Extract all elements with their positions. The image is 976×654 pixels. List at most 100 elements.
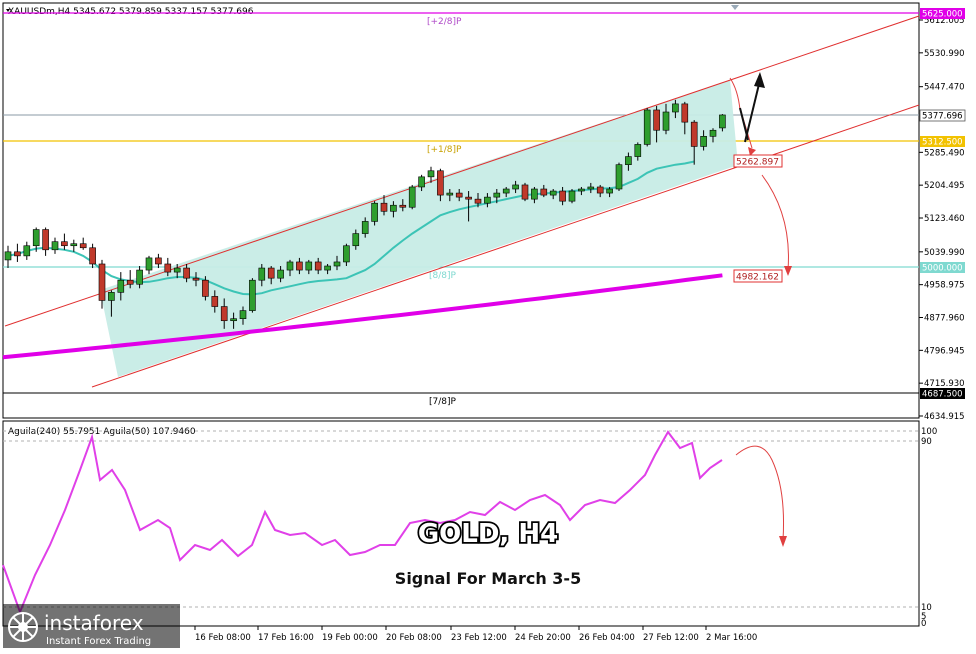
candle-body xyxy=(455,192,463,198)
forecast-up-curve xyxy=(729,77,741,111)
candle-body xyxy=(79,243,87,249)
candle xyxy=(126,270,134,289)
candle xyxy=(719,114,726,132)
candle xyxy=(672,99,679,119)
candle xyxy=(333,255,341,271)
sma-slow-line xyxy=(2,273,723,360)
plus1-price-tag: 5312.500 xyxy=(922,138,963,148)
candle-body xyxy=(89,247,96,265)
candle-body xyxy=(653,109,660,131)
candle-body xyxy=(51,241,59,251)
osc-forecast-arrowhead xyxy=(779,536,787,547)
candle-body xyxy=(521,184,529,200)
price-tick-label: 5612.005 xyxy=(924,16,965,26)
candle-body xyxy=(23,245,31,257)
candle xyxy=(380,195,388,216)
candle xyxy=(502,186,510,198)
candle-body xyxy=(361,221,369,234)
candle xyxy=(549,189,557,200)
price-tick-label: 5039.990 xyxy=(924,248,965,258)
osc-scale-label: 5 xyxy=(921,612,926,622)
candle-body xyxy=(512,184,519,190)
candle xyxy=(14,243,21,262)
candles-layer xyxy=(4,99,726,329)
candle xyxy=(653,105,660,143)
time-label: 27 Feb 12:00 xyxy=(643,633,699,643)
candle xyxy=(643,107,651,147)
channel-support-tag-box xyxy=(733,154,783,168)
candle-body xyxy=(672,103,679,113)
candle xyxy=(361,217,369,238)
time-label: 16 Feb 08:00 xyxy=(195,633,251,643)
channel-support-tag: 5262.897 xyxy=(736,158,779,168)
candle-body xyxy=(380,202,388,212)
candle xyxy=(32,227,40,252)
candle-body xyxy=(277,269,284,279)
candle-body xyxy=(700,136,707,147)
candle-body xyxy=(484,196,491,204)
candle xyxy=(521,182,529,202)
candle xyxy=(108,290,115,317)
candle xyxy=(455,189,463,202)
candle-body xyxy=(286,261,294,271)
header-dropdown-icon[interactable] xyxy=(6,9,10,12)
murrey-plus1-label: [+1/8]P xyxy=(427,145,462,155)
time-axis: 16 Feb 08:00 17 Feb 16:00 19 Feb 00:00 20 F… xyxy=(194,626,757,643)
candle xyxy=(493,189,501,204)
candle-body xyxy=(164,263,172,273)
candle xyxy=(145,255,153,275)
sma-level-tag-box xyxy=(733,269,783,283)
candle xyxy=(173,263,181,279)
time-label: 24 Feb 20:00 xyxy=(515,633,571,643)
candle-body xyxy=(249,279,256,311)
candle xyxy=(437,168,444,202)
candle-body xyxy=(437,170,444,196)
time-label: 23 Feb 12:00 xyxy=(451,633,507,643)
candle-body xyxy=(549,190,557,196)
candle xyxy=(709,128,717,143)
price-tick-label: 5123.460 xyxy=(924,214,965,224)
candle-body xyxy=(568,190,576,202)
candle-body xyxy=(540,188,548,196)
candle xyxy=(465,191,472,222)
candle-body xyxy=(399,204,407,208)
candle xyxy=(183,263,190,283)
plus1-price-tag-box xyxy=(920,136,965,147)
sma-slow-layer xyxy=(2,273,723,360)
candle-body xyxy=(117,279,125,293)
candle xyxy=(512,180,519,194)
candle xyxy=(390,201,397,218)
candle-body xyxy=(474,198,482,204)
candle-body xyxy=(502,188,510,194)
candle-body xyxy=(296,261,303,271)
shift-marker-icon xyxy=(731,5,739,10)
candle xyxy=(578,186,585,196)
candle-body xyxy=(145,257,153,271)
candle xyxy=(343,243,350,267)
watermark-title: GOLD, H4 xyxy=(418,519,558,549)
candle xyxy=(540,184,548,198)
candle xyxy=(559,186,566,206)
candle-body xyxy=(211,296,219,307)
channel-upper-line xyxy=(4,15,920,327)
minus-price-tag: 4687.500 xyxy=(922,390,963,400)
price-tick-label: 5530.990 xyxy=(924,49,965,59)
osc-scale-label: 10 xyxy=(921,603,932,613)
candle-body xyxy=(352,233,360,247)
candle-body xyxy=(267,267,275,279)
instaforex-logo: instaforex Instant Forex Trading xyxy=(3,604,180,648)
candle-body xyxy=(446,192,454,196)
candle xyxy=(51,237,59,254)
candle-body xyxy=(220,306,228,322)
candle xyxy=(258,263,266,287)
channel-lower-line xyxy=(91,104,920,388)
candle-body xyxy=(333,261,341,267)
top-price-tag: 5625.000 xyxy=(922,10,963,20)
candle xyxy=(615,162,623,192)
time-label: 19 Feb 00:00 xyxy=(322,633,378,643)
candle-body xyxy=(155,257,162,265)
candle xyxy=(352,229,360,250)
time-label: 17 Feb 16:00 xyxy=(258,633,314,643)
